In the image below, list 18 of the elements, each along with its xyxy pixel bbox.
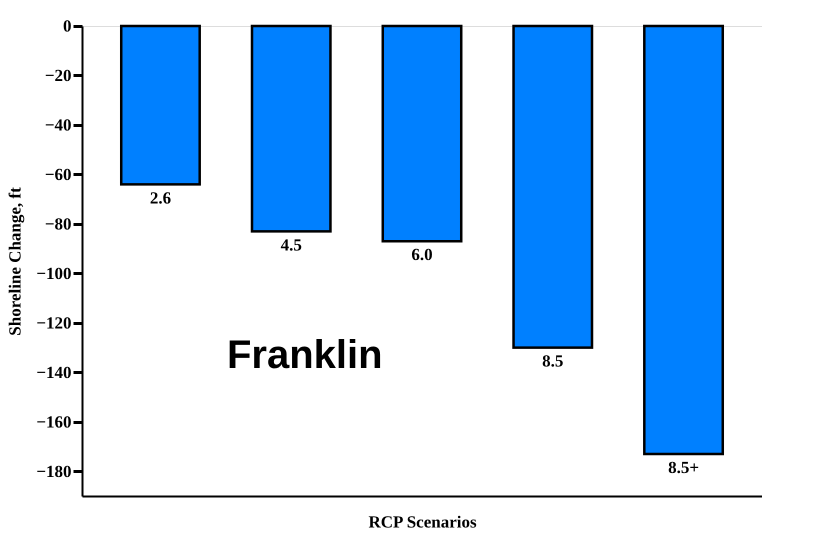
y-tick-label: −120 xyxy=(36,313,72,332)
y-tick-label: −40 xyxy=(44,115,72,134)
annotation: Franklin xyxy=(227,333,383,377)
y-tick-label: −100 xyxy=(36,264,72,283)
y-tick-label: −160 xyxy=(36,412,72,432)
y-tick-label: −60 xyxy=(44,164,72,184)
x-tick-label: 8.5+ xyxy=(668,458,700,477)
y-tick-label: −80 xyxy=(44,214,72,234)
y-axis-title: Shoreline Change, ft xyxy=(5,186,24,336)
y-tick-label: −20 xyxy=(44,66,72,85)
y-tick-label: −140 xyxy=(36,362,72,382)
y-tick-label: −180 xyxy=(36,462,72,481)
x-tick-label: 4.5 xyxy=(280,235,302,254)
x-tick-label: 6.0 xyxy=(411,245,433,264)
x-tick-label: 8.5 xyxy=(542,352,564,371)
x-axis-title: RCP Scenarios xyxy=(368,512,477,532)
y-tick-label: 0 xyxy=(63,16,72,36)
x-tick-label: 2.6 xyxy=(150,188,172,208)
